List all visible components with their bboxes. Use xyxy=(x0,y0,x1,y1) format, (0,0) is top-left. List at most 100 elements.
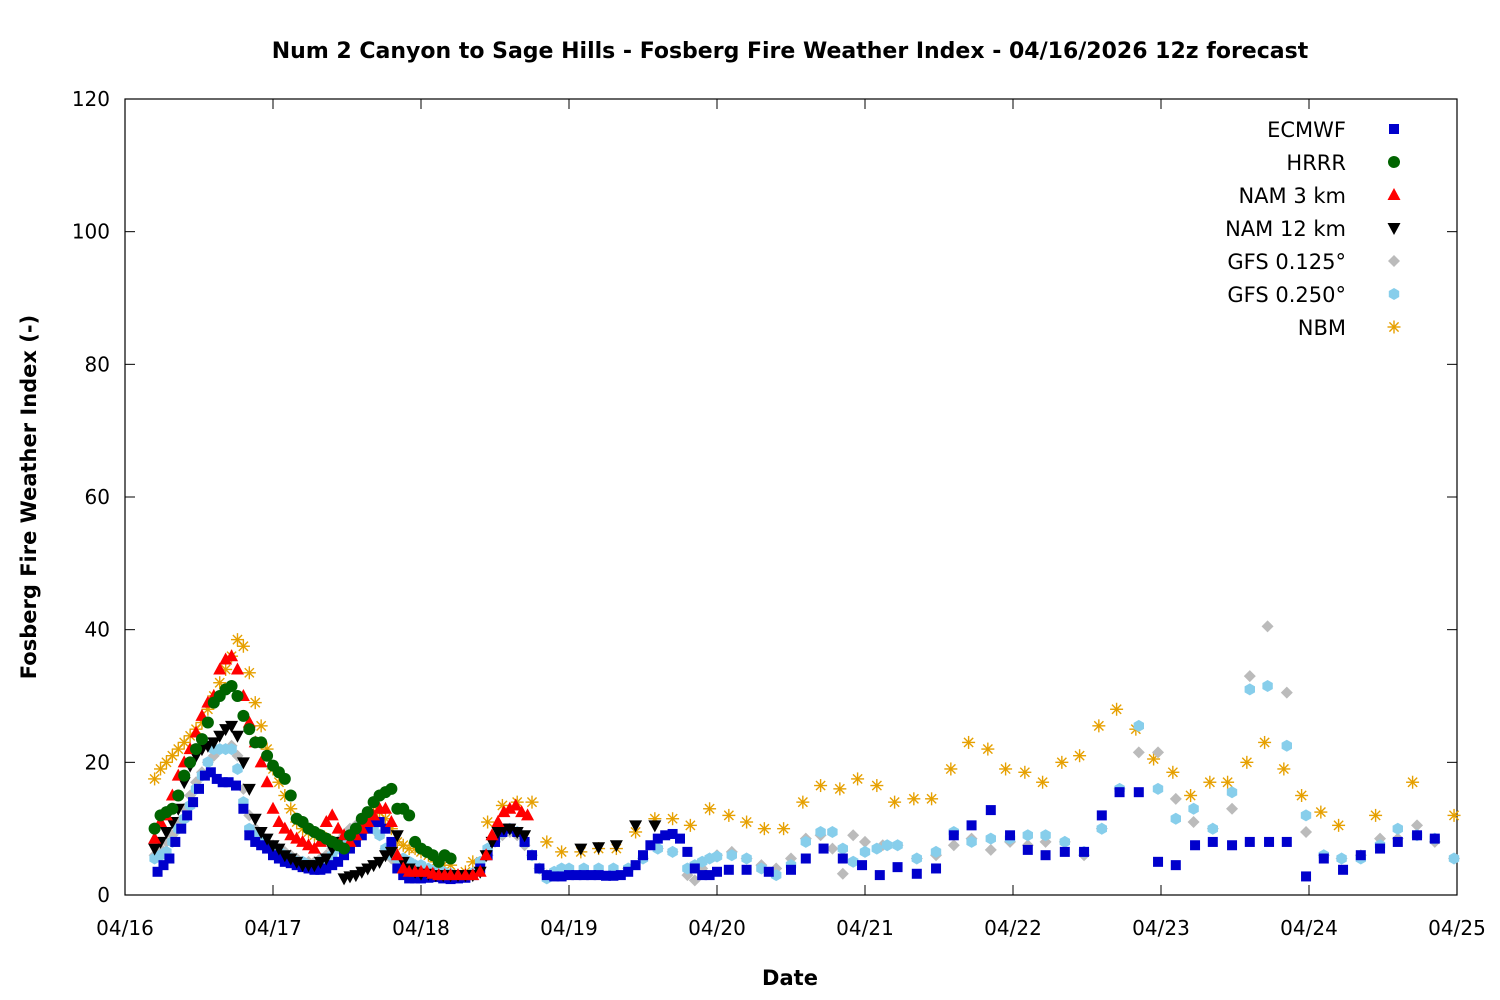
data-point xyxy=(948,830,959,841)
data-point xyxy=(390,830,404,843)
data-point xyxy=(555,845,569,859)
data-point xyxy=(225,680,238,693)
x-tick-label: 04/23 xyxy=(1132,916,1190,940)
x-tick-label: 04/24 xyxy=(1280,916,1338,940)
data-point xyxy=(338,842,351,855)
data-point xyxy=(645,840,656,851)
data-point xyxy=(1170,860,1181,871)
data-point xyxy=(231,780,241,791)
data-point xyxy=(444,852,457,865)
x-tick-label: 04/20 xyxy=(688,916,746,940)
data-point xyxy=(592,842,606,855)
series-hrrr xyxy=(148,680,457,868)
data-point xyxy=(630,860,641,871)
data-point xyxy=(1243,670,1256,683)
data-point xyxy=(623,866,634,877)
data-point xyxy=(826,842,839,855)
data-point xyxy=(1226,802,1239,815)
data-point xyxy=(786,864,796,875)
data-point xyxy=(859,845,871,858)
data-point xyxy=(931,863,942,874)
data-point xyxy=(170,836,181,847)
data-point xyxy=(479,848,493,861)
data-point xyxy=(1207,836,1218,847)
data-point xyxy=(385,782,398,795)
data-point xyxy=(726,849,737,862)
data-point xyxy=(593,870,604,881)
data-point xyxy=(1226,786,1238,799)
legend-marker xyxy=(1387,188,1401,200)
data-point xyxy=(999,762,1013,776)
data-point xyxy=(188,797,199,808)
data-point xyxy=(325,808,339,821)
data-point xyxy=(226,743,237,756)
data-point xyxy=(319,853,333,866)
data-point xyxy=(178,769,191,782)
data-point xyxy=(667,845,678,858)
data-point xyxy=(697,870,708,881)
data-point xyxy=(1188,802,1199,815)
data-point xyxy=(368,817,379,828)
data-point xyxy=(254,826,268,839)
legend-marker xyxy=(1387,223,1401,235)
data-point xyxy=(1295,789,1309,802)
data-point xyxy=(473,864,487,877)
data-point xyxy=(564,870,574,881)
data-point xyxy=(578,870,589,881)
data-point xyxy=(1073,749,1087,763)
data-point xyxy=(1406,775,1420,789)
data-point xyxy=(608,870,619,881)
data-point xyxy=(199,770,210,781)
data-point xyxy=(333,856,344,867)
data-point xyxy=(217,777,228,788)
legend-marker xyxy=(1388,288,1400,300)
data-point xyxy=(254,755,268,768)
data-point xyxy=(966,820,977,831)
data-point xyxy=(527,850,537,861)
data-point xyxy=(378,801,392,814)
data-point xyxy=(339,850,350,861)
data-point xyxy=(882,839,893,852)
data-point xyxy=(1096,810,1107,821)
data-point xyxy=(541,870,552,881)
data-point xyxy=(148,822,161,835)
x-tick-label: 04/25 xyxy=(1428,916,1486,940)
data-point xyxy=(800,853,811,864)
data-point xyxy=(262,843,273,854)
data-point xyxy=(837,842,848,855)
y-tick-label: 120 xyxy=(72,87,110,111)
data-point xyxy=(874,870,885,881)
data-point xyxy=(1059,835,1070,848)
data-point xyxy=(1036,775,1050,789)
data-point xyxy=(248,696,262,710)
x-tick-label: 04/21 xyxy=(836,916,894,940)
data-point xyxy=(255,736,268,749)
data-point xyxy=(350,836,361,847)
data-point xyxy=(284,789,297,802)
data-point xyxy=(290,856,304,869)
data-point xyxy=(211,773,222,784)
data-point xyxy=(1018,765,1032,779)
data-point xyxy=(384,846,398,859)
data-point xyxy=(1369,808,1383,822)
data-point xyxy=(1096,822,1107,835)
data-point xyxy=(741,852,752,865)
data-point xyxy=(1281,739,1292,752)
data-point xyxy=(361,806,374,819)
data-point xyxy=(230,662,244,675)
x-tick-label: 04/18 xyxy=(392,916,450,940)
data-point xyxy=(704,870,715,881)
data-point xyxy=(601,870,611,881)
data-point xyxy=(540,835,554,849)
data-point xyxy=(911,868,922,879)
data-point xyxy=(248,813,262,826)
data-point xyxy=(1281,836,1292,847)
data-point xyxy=(837,853,848,864)
data-point xyxy=(491,815,505,828)
data-point xyxy=(232,763,243,775)
y-tick-label: 0 xyxy=(97,883,110,907)
data-point xyxy=(609,840,623,853)
data-point xyxy=(244,830,255,841)
legend-label: HRRR xyxy=(1286,151,1346,175)
data-point xyxy=(256,840,267,851)
